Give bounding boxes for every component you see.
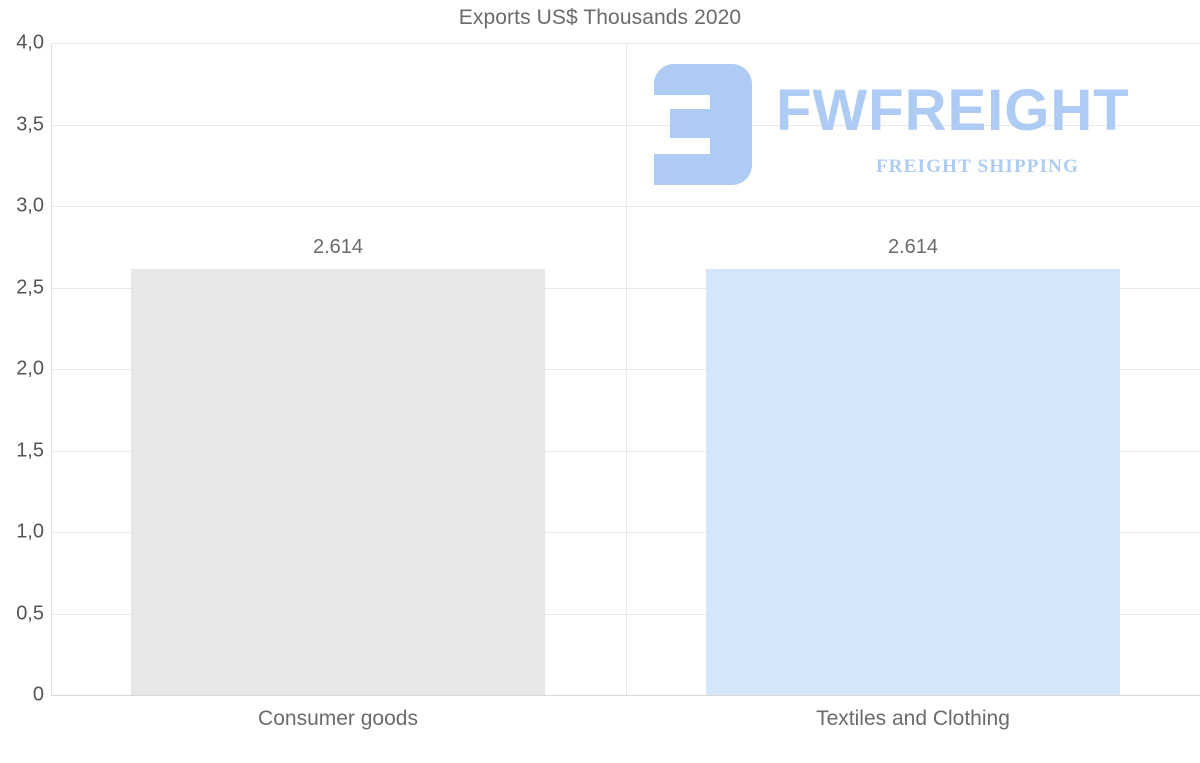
bar[interactable] [131, 269, 545, 695]
bar-value-label: 2.614 [887, 236, 939, 258]
plot-area: 2.614 2.614 [51, 43, 1200, 696]
gridline [51, 532, 1200, 533]
x-axis-tick-label: Consumer goods [258, 707, 418, 730]
y-axis-tick-labels: 4,0 3,5 3,0 2,5 2,0 1,5 1,0 0,5 0 [0, 32, 44, 706]
y-axis-tick-label: 4,0 [16, 31, 44, 54]
x-axis-tick-label: Textiles and Clothing [816, 707, 1010, 730]
gridline [51, 614, 1200, 615]
y-axis-tick-label: 2,5 [16, 276, 44, 299]
gridline [51, 288, 1200, 289]
bar[interactable] [706, 269, 1120, 695]
category-separator-gridline [626, 43, 627, 695]
gridline [51, 206, 1200, 207]
bar-value-label: 2.614 [312, 236, 364, 258]
y-axis-tick-label: 0 [32, 683, 44, 706]
y-axis-tick-label: 3,0 [16, 194, 44, 217]
gridline [51, 695, 1200, 696]
gridline [51, 369, 1200, 370]
y-axis-tick-label: 1,0 [16, 520, 44, 543]
gridline [51, 125, 1200, 126]
gridline [51, 43, 1200, 44]
y-axis-tick-label: 2,0 [16, 357, 44, 380]
y-axis-tick-label: 1,5 [16, 439, 44, 462]
chart-title: Exports US$ Thousands 2020 [458, 6, 742, 29]
y-axis-tick-label: 0,5 [16, 602, 44, 625]
gridline [51, 451, 1200, 452]
y-axis-tick-label: 3,5 [16, 113, 44, 136]
